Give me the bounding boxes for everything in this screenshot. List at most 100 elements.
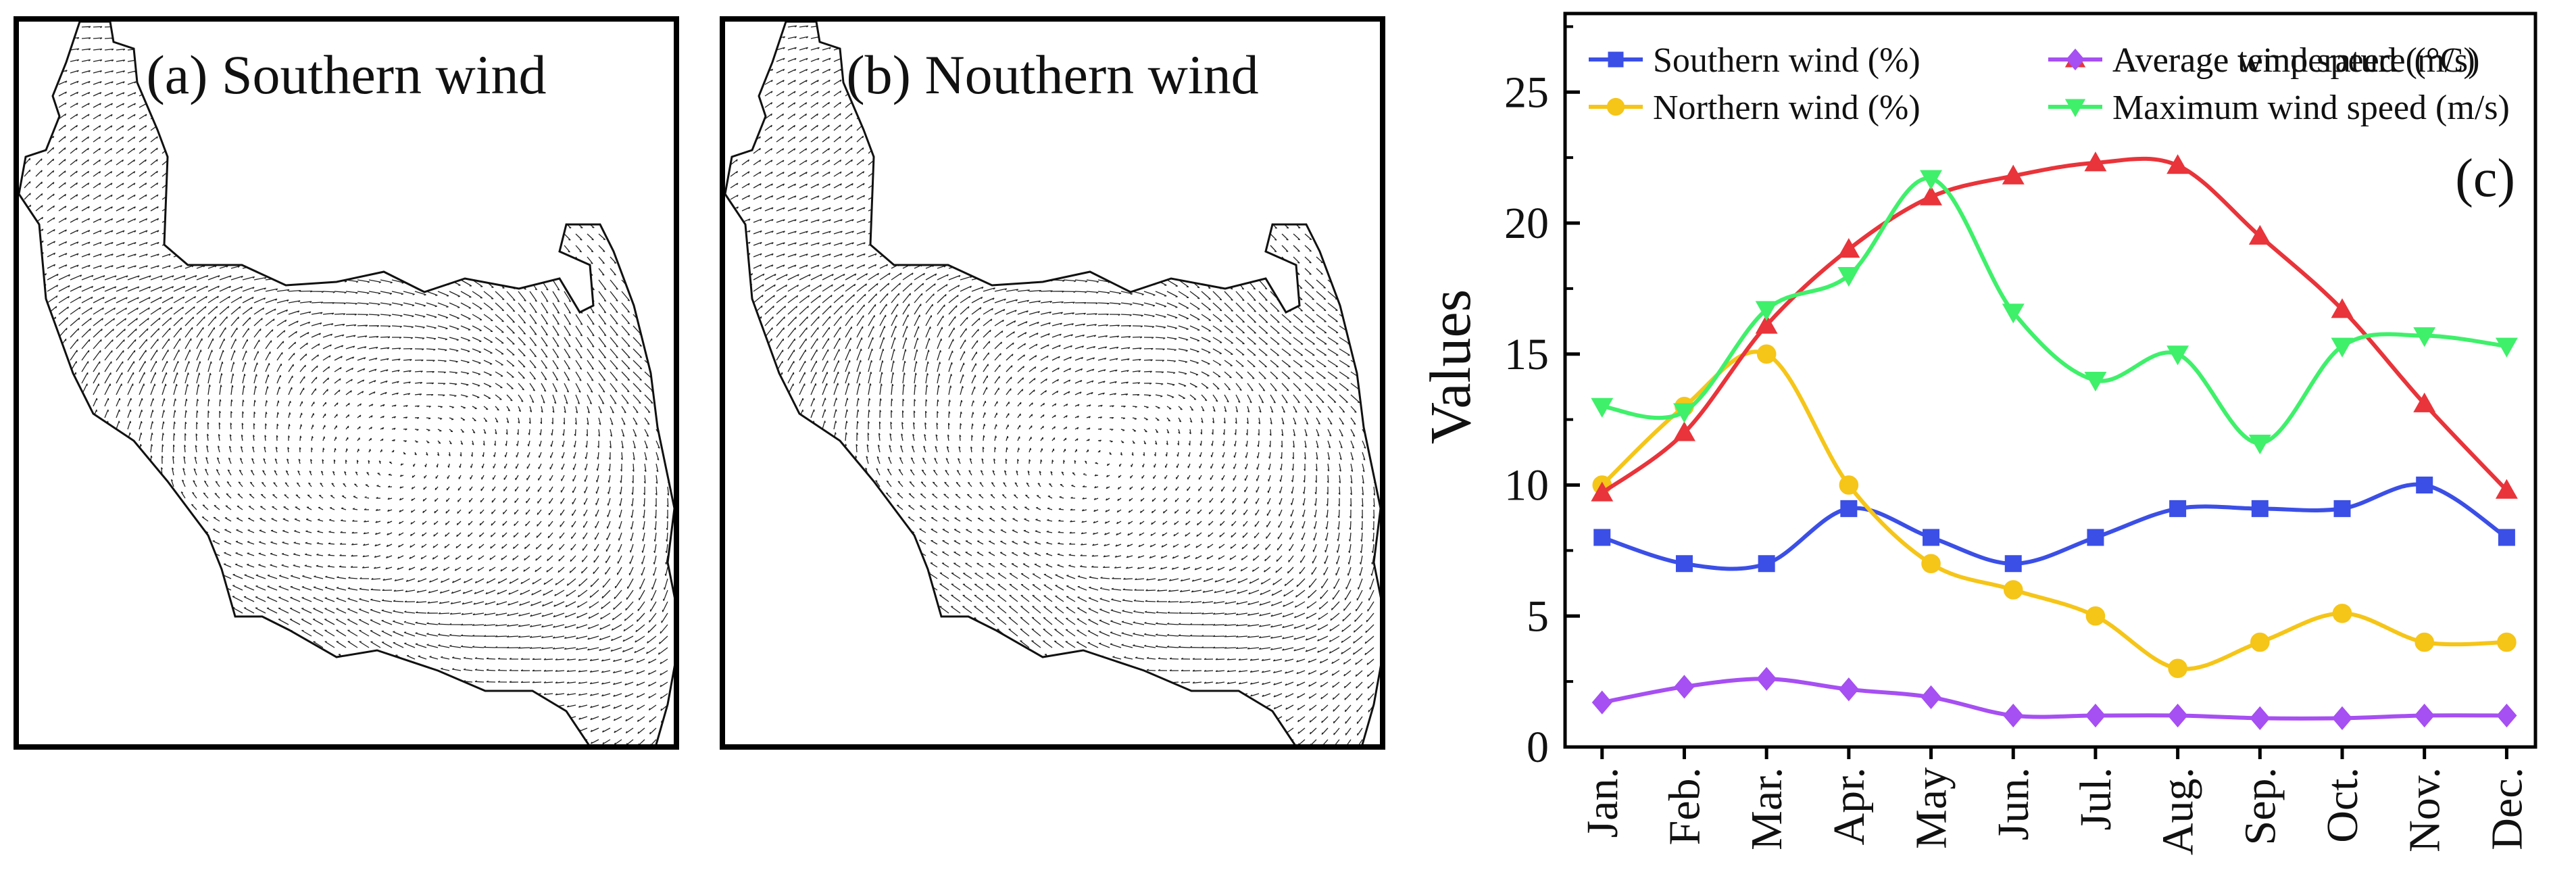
wind-vectors <box>19 25 674 744</box>
data-point <box>2166 345 2189 366</box>
x-tick-label: Jan. <box>1578 767 1627 838</box>
y-axis-label: Values <box>1419 289 1483 444</box>
data-point <box>2496 703 2517 728</box>
vector-field-a <box>19 25 674 744</box>
data-point <box>2251 500 2269 517</box>
data-point <box>1840 500 1858 517</box>
data-point <box>2002 164 2025 185</box>
data-point <box>2084 151 2107 172</box>
data-point <box>1838 677 1859 702</box>
series-average-temperature-c <box>1591 151 2518 502</box>
data-point <box>2003 580 2023 600</box>
data-point <box>2332 604 2352 623</box>
data-point <box>2003 703 2024 728</box>
panel-a-southern-wind: (a) Southern wind <box>14 16 679 750</box>
y-tick-label: 20 <box>1504 199 1549 248</box>
data-point <box>1837 238 1860 258</box>
x-tick-label: Dec. <box>2482 767 2531 850</box>
data-point <box>2331 706 2353 730</box>
data-point <box>2495 337 2518 358</box>
wind-field-map-a <box>19 22 674 744</box>
data-point <box>2169 500 2187 517</box>
series-line <box>1602 677 2507 721</box>
data-point <box>2331 298 2354 318</box>
x-tick-label: Feb. <box>1660 767 1709 846</box>
legend-label: Northern wind (%) <box>1653 89 1921 127</box>
data-point <box>1673 421 1695 441</box>
data-point <box>1593 529 1611 546</box>
data-point <box>2085 606 2106 626</box>
panel-c-label: (c) <box>2455 149 2515 208</box>
panel-b-label: (b) Nouthern wind <box>846 44 1259 105</box>
data-point <box>2413 327 2436 347</box>
data-point <box>1921 554 1941 574</box>
wind-field-map-b <box>725 22 1380 744</box>
data-point <box>1755 301 1778 321</box>
data-point <box>2066 48 2085 71</box>
data-point <box>2248 435 2271 455</box>
data-point <box>2085 703 2106 728</box>
lake-boundary-b <box>725 22 1380 744</box>
data-point <box>1755 314 1778 334</box>
data-point <box>2413 392 2436 412</box>
x-tick-label: Oct. <box>2318 767 2367 843</box>
series-line <box>1600 349 2507 671</box>
x-tick-label: Aug. <box>2154 767 2203 855</box>
legend-label: Maximum wind speed (m/s) <box>2112 89 2510 127</box>
wind-vectors <box>725 24 1380 744</box>
data-point <box>1591 690 1612 715</box>
x-tick-label: Apr. <box>1825 767 1874 846</box>
data-point <box>2167 703 2188 728</box>
x-tick-label: Nov. <box>2400 767 2450 852</box>
legend-label: Average wind speed (m/s) <box>2112 41 2479 80</box>
data-point <box>1756 344 1777 364</box>
y-axis: 0 5 10 15 20 25 <box>1504 25 1580 772</box>
data-point <box>1921 685 1941 709</box>
data-point <box>1675 555 1693 573</box>
data-point <box>2064 99 2086 118</box>
data-point <box>2498 529 2515 546</box>
y-tick-label: 5 <box>1527 592 1549 641</box>
data-point <box>2248 224 2271 245</box>
data-point <box>2250 632 2270 652</box>
data-point <box>1591 481 1614 502</box>
data-point <box>1606 97 1625 116</box>
data-point <box>2333 500 2351 517</box>
legend-label: Average temperature (°C) <box>2112 41 2475 80</box>
data-point <box>1674 675 1695 699</box>
data-point <box>2087 529 2104 546</box>
data-point <box>2495 479 2518 499</box>
data-point <box>2497 632 2517 652</box>
vector-field-b <box>725 24 1380 744</box>
panel-b-northern-wind: (b) Nouthern wind <box>720 16 1385 750</box>
data-point <box>2002 304 2025 324</box>
y-tick-label: 15 <box>1504 330 1549 379</box>
series-maximum-wind-speed-m-s <box>1591 170 2518 455</box>
data-point <box>2084 372 2107 392</box>
lake-boundary-a <box>19 22 674 744</box>
series-southern-wind <box>1593 477 2515 573</box>
data-point <box>1591 397 1614 418</box>
series-line <box>1602 176 2507 445</box>
y-tick-label: 10 <box>1504 461 1549 510</box>
series-layer <box>1591 151 2518 730</box>
data-point <box>2414 632 2435 652</box>
data-point <box>1673 403 1695 423</box>
x-tick-label: Jul. <box>2071 767 2121 831</box>
x-tick-label: Mar. <box>1742 767 1791 850</box>
data-point <box>2168 658 2187 679</box>
series-northern-wind <box>1592 344 2517 679</box>
data-point <box>2166 154 2189 174</box>
data-point <box>1923 529 1940 546</box>
data-point <box>1756 667 1777 691</box>
y-tick-label: 25 <box>1504 68 1549 117</box>
data-point <box>2416 477 2433 493</box>
x-tick-label: Jun. <box>1989 767 2038 840</box>
data-point <box>1920 170 1942 190</box>
x-tick-label: May <box>1907 767 1956 849</box>
data-point <box>1608 51 1624 68</box>
data-point <box>1758 555 1775 573</box>
data-point <box>2250 706 2271 730</box>
series-line <box>1600 156 2508 495</box>
data-point <box>2331 337 2354 358</box>
